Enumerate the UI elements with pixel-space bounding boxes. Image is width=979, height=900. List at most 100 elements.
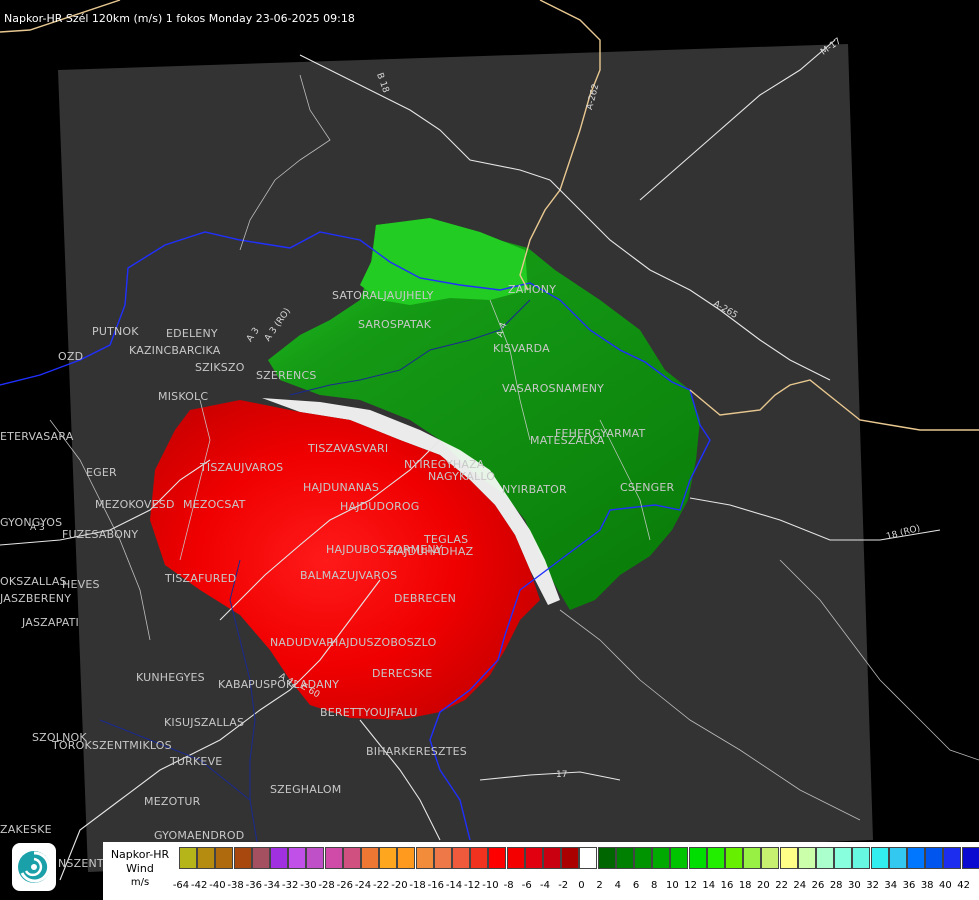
legend-tick: -18	[409, 880, 426, 891]
town-label: SZEGHALOM	[270, 783, 342, 796]
legend-tick: -30	[300, 880, 317, 891]
legend-swatch	[270, 847, 288, 869]
legend-swatch	[251, 847, 270, 869]
town-label: TISZAVASVARI	[308, 442, 389, 455]
town-label: BERETTYOUJFALU	[320, 706, 418, 719]
legend-swatch	[834, 847, 853, 869]
town-label: MEZOKOVESD	[95, 498, 175, 511]
town-label: BIHARKERESZTES	[366, 745, 467, 758]
town-label: FEHERGYARMAT	[555, 427, 646, 440]
ro-border	[0, 0, 979, 431]
legend-tick: -10	[482, 880, 499, 891]
town-label: CSENGER	[620, 481, 675, 494]
legend-swatch	[816, 847, 834, 869]
legend-tick: 6	[632, 880, 640, 891]
town-label: KUNHEGYES	[136, 671, 205, 684]
town-label: JASZBERENY	[0, 592, 72, 605]
map-title: Napkor-HR Szél 120km (m/s) 1 fokos Monda…	[4, 12, 355, 25]
legend-swatch	[379, 847, 398, 869]
legend-swatch	[488, 847, 507, 869]
legend-swatch	[870, 847, 889, 869]
town-label: NSZENT	[58, 857, 104, 870]
county-borders	[49, 74, 979, 821]
town-label: SZIKSZO	[195, 361, 245, 374]
town-label: TOROKSZENTMIKLOS	[52, 739, 172, 752]
town-label: KISVARDA	[493, 342, 550, 355]
legend-tick: 18	[738, 880, 752, 891]
town-label: NAGYKALLO	[428, 470, 496, 483]
legend-unit: m/s	[130, 877, 150, 888]
town-label: VASAROSNAMENY	[502, 382, 605, 395]
town-label: HAJDUDOROG	[340, 500, 420, 513]
town-label: MISKOLC	[158, 390, 209, 403]
legend-swatch	[925, 847, 944, 869]
legend-swatch	[506, 847, 525, 869]
legend-tick: 20	[757, 880, 770, 891]
town-label: ZAKESKE	[0, 823, 52, 836]
legend-swatch	[615, 847, 634, 869]
legend-swatch	[342, 847, 361, 869]
legend-swatch	[597, 847, 616, 869]
legend-tick: -16	[427, 880, 444, 891]
legend-swatch	[324, 847, 343, 869]
red-echo-region	[150, 400, 540, 720]
legend-tick: -34	[263, 880, 281, 891]
town-label: EGER	[86, 466, 117, 479]
town-label: PUTNOK	[92, 325, 139, 338]
legend-tick: -38	[227, 880, 244, 891]
town-label: SAROSPATAK	[358, 318, 432, 331]
legend-swatch	[415, 847, 434, 869]
swirl-logo-icon	[12, 843, 56, 891]
town-label: NADUDVAR	[270, 636, 335, 649]
town-label: OKSZALLAS	[0, 575, 67, 588]
town-label: KABA	[218, 678, 249, 691]
legend-tick: -64	[172, 880, 190, 891]
legend-tick: -36	[245, 880, 262, 891]
legend-swatch	[907, 847, 925, 869]
legend-tick: -4	[540, 880, 550, 891]
legend-tick: -28	[318, 880, 335, 891]
town-label: ZAHONY	[508, 283, 557, 296]
legend-tick: 30	[848, 880, 861, 891]
legend-tick: 8	[651, 880, 658, 891]
legend-tick: -2	[558, 880, 569, 891]
legend-swatch	[888, 847, 907, 869]
legend-tick: -8	[503, 880, 514, 891]
legend-swatch	[288, 847, 307, 869]
legend-tick: 0	[578, 880, 585, 891]
legend-tick: 38	[920, 880, 934, 891]
town-label: SATORALJAUJHELY	[332, 289, 434, 302]
legend-tick: -6	[521, 880, 532, 891]
legend-tick: -22	[373, 880, 390, 891]
legend-swatch	[306, 847, 325, 869]
town-label: HAJDUBOSZORMENY	[326, 543, 443, 556]
legend-tick: 10	[666, 880, 679, 891]
town-label: SZERENCS	[256, 369, 317, 382]
town-label: DEBRECEN	[394, 592, 457, 605]
legend-tick: -24	[354, 880, 372, 891]
legend-line-2: Wind	[126, 862, 154, 875]
legend-tick: 42	[957, 880, 970, 891]
town-label: KAZINCBARCIKA	[129, 344, 221, 357]
town-label: PUSPOKLADANY	[248, 678, 340, 691]
legend-swatch	[470, 847, 489, 869]
town-label: KISUJSZALLAS	[164, 716, 245, 729]
town-label: SZOLNOK	[32, 731, 87, 744]
legend-tick: 2	[596, 880, 603, 891]
town-label: HAJDUHADHAZ	[388, 545, 474, 558]
legend-tick: 36	[902, 880, 916, 891]
town-label: TISZAUJVAROS	[200, 461, 284, 474]
legend-tick: -26	[336, 880, 353, 891]
legend-swatch	[215, 847, 234, 869]
legend-swatch	[761, 847, 780, 869]
color-legend: Napkor-HR Wind m/s -64 -42 -40 -38 -36 -34 -32…	[103, 842, 979, 900]
town-label: HAJDUNANAS	[303, 481, 380, 494]
town-label: NYIREGYHAZA	[404, 458, 485, 471]
town-label: GYOMAENDROD	[154, 829, 245, 842]
legend-swatch	[852, 847, 871, 869]
legend-swatch	[725, 847, 743, 869]
legend-line-1: Napkor-HR	[110, 848, 170, 861]
town-label: HAJDUSZOBOSZLO	[330, 636, 437, 649]
legend-tick: 40	[939, 880, 952, 891]
